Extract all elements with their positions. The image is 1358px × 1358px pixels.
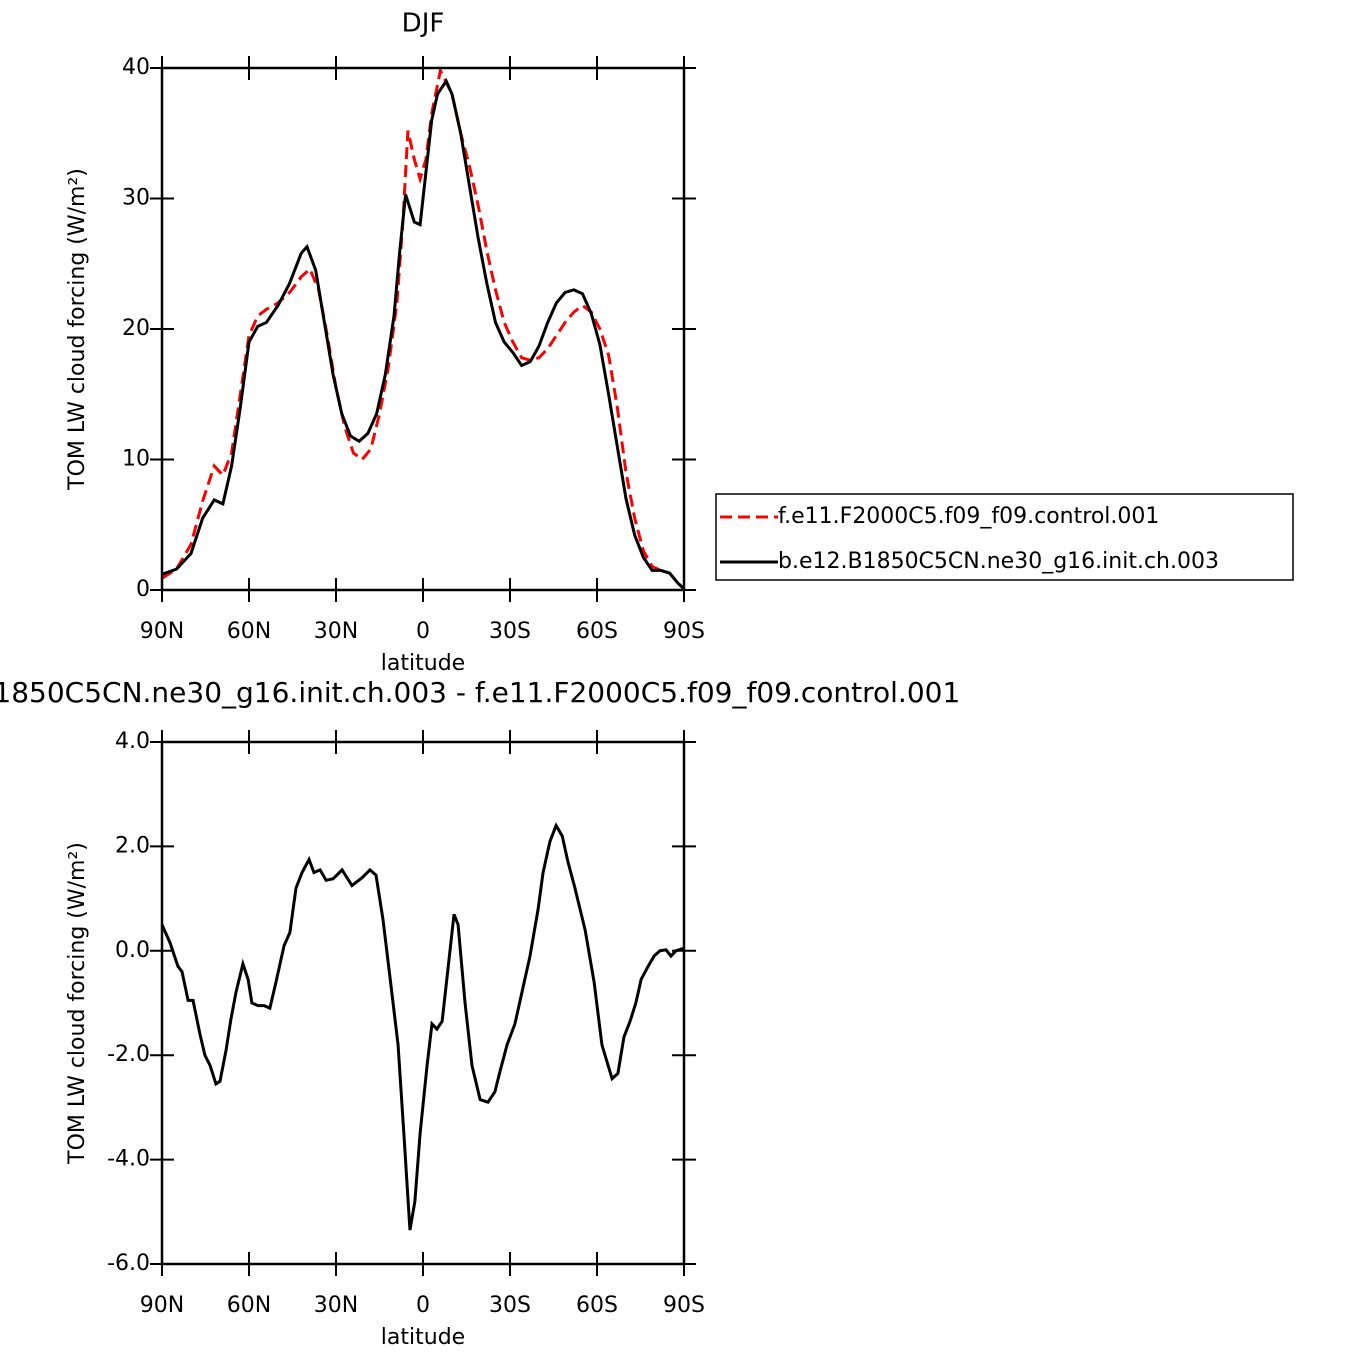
- x-tick-label: 30S: [489, 1293, 531, 1318]
- y-tick-label: 40: [122, 55, 150, 80]
- data-line: [161, 77, 686, 590]
- y-tick-label: 4.0: [115, 729, 150, 754]
- x-tick-label: 0: [416, 1293, 430, 1318]
- legend-label: f.e11.F2000C5.f09_f09.control.001: [778, 504, 1159, 529]
- x-tick-label: 0: [416, 619, 430, 644]
- y-tick-label: -6.0: [107, 1251, 150, 1276]
- x-tick-label: 30N: [314, 619, 358, 644]
- chart-title: DJF: [402, 9, 445, 39]
- y-tick-label: 30: [122, 186, 150, 211]
- x-tick-label: 30N: [314, 1293, 358, 1318]
- data-line: [161, 66, 686, 590]
- x-tick-label: 90N: [140, 1293, 184, 1318]
- x-tick-label: 60S: [576, 1293, 618, 1318]
- legend-label: b.e12.B1850C5CN.ne30_g16.init.ch.003: [778, 549, 1219, 574]
- y-tick-label: 0: [136, 577, 150, 602]
- y-tick-label: 0.0: [115, 938, 150, 963]
- x-axis-label: latitude: [381, 651, 465, 676]
- chart-title: b.e12.B1850C5CN.ne30_g16.init.ch.003 - f…: [0, 676, 960, 709]
- plot-frame: [160, 740, 686, 1266]
- x-tick-label: 90N: [140, 619, 184, 644]
- y-axis-label: TOM LW cloud forcing (W/m²): [65, 168, 90, 491]
- y-tick-label: -4.0: [107, 1147, 150, 1172]
- plot-frame: [160, 66, 686, 592]
- y-axis-label: TOM LW cloud forcing (W/m²): [65, 842, 90, 1165]
- x-tick-label: 60N: [227, 619, 271, 644]
- y-tick-label: 2.0: [115, 833, 150, 858]
- y-tick-label: -2.0: [107, 1042, 150, 1067]
- y-tick-label: 20: [122, 316, 150, 341]
- x-tick-label: 30S: [489, 619, 531, 644]
- y-tick-label: 10: [122, 447, 150, 472]
- x-tick-label: 90S: [663, 619, 705, 644]
- x-axis-label: latitude: [381, 1325, 465, 1350]
- x-tick-label: 90S: [663, 1293, 705, 1318]
- x-tick-label: 60N: [227, 1293, 271, 1318]
- data-line: [160, 822, 685, 1231]
- x-tick-label: 60S: [576, 619, 618, 644]
- legend-box: [715, 493, 1294, 581]
